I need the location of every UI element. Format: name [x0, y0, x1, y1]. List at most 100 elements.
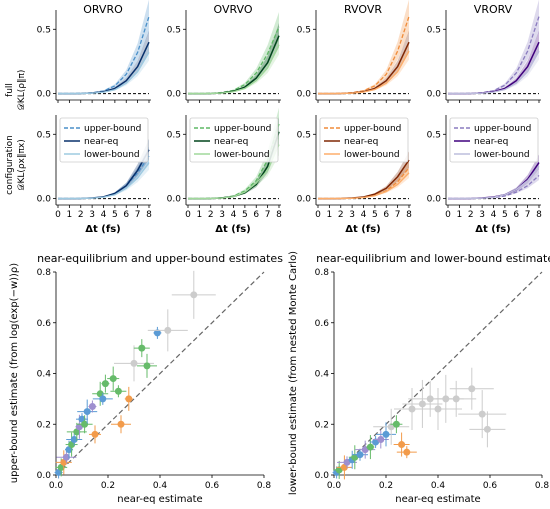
line-near-eq: [188, 35, 280, 95]
scatter-point: [361, 446, 369, 454]
x-tick-label: 4: [361, 210, 367, 220]
y-tick-label: 0.8: [37, 268, 52, 278]
line-lower-bound: [448, 166, 540, 200]
panel-rvovr-configuration: 0.0 0.5 0 1 2 3 4 5 6 7 8 upper-bound near-eq lower-b…: [297, 115, 412, 220]
scatter-point: [70, 435, 78, 443]
x-label-orvro: Δt (fs): [85, 224, 120, 235]
panel-rvovr-full: 0.0 0.5: [297, 0, 411, 103]
band-near-eq: [318, 151, 409, 199]
scatter-point: [398, 441, 406, 449]
y-tick-label: 0.2: [315, 420, 329, 430]
y-tick-label: 0.4: [37, 370, 52, 380]
scatter-panels: 0.00.00.20.20.40.40.60.60.80.80.00.00.20…: [37, 268, 550, 491]
x-label-rvovr: Δt (fs): [345, 224, 380, 235]
reference-line: [55, 271, 265, 476]
legend-label-upper-bound: upper-bound: [214, 124, 271, 134]
band-near-eq: [448, 154, 539, 199]
y-tick-label: 0.4: [315, 370, 330, 380]
x-tick-label: 7: [265, 210, 271, 220]
x-tick-label: 7: [135, 210, 141, 220]
x-tick-label: 2: [338, 210, 344, 220]
y-tick-label: 0.0: [297, 90, 312, 100]
scatter-point: [343, 458, 351, 466]
y-tick-label: 0.0: [427, 90, 442, 100]
panel-ovrvo-configuration: 0.0 0.5 0 1 2 3 4 5 6 7 8 upper-bound near-eq lower-b…: [167, 107, 282, 220]
scatter-xlabel-left: near-eq estimate: [117, 494, 202, 505]
x-tick-label: 1: [67, 210, 73, 220]
legend-label-upper-bound: upper-bound: [474, 124, 531, 134]
band-lower-bound: [448, 159, 539, 199]
scatter-point: [351, 453, 359, 461]
y-tick-label: 0.5: [37, 25, 51, 35]
x-tick-label: 0.2: [101, 481, 115, 491]
band-upper-bound: [188, 12, 279, 94]
x-tick-label: 3: [89, 210, 95, 220]
scatter-point: [81, 420, 89, 428]
x-tick-label: 6: [253, 210, 259, 220]
legend-label-lower-bound: lower-bound: [474, 150, 530, 160]
x-tick-label: 0.8: [257, 481, 272, 491]
scatter-upper-bound: 0.00.0 0.2 0.2 0.4 0.4 0.6 0.6 0.8 0.8: [37, 268, 272, 491]
legend-box: [319, 117, 409, 163]
legend-box: [59, 117, 149, 163]
y-tick-label: 0.5: [167, 25, 181, 35]
y-tick-label: 0.5: [167, 130, 181, 140]
y-tick-label: 0.6: [315, 319, 330, 329]
line-near-eq: [318, 159, 410, 200]
y-tick-label: 0.0: [315, 471, 330, 481]
x-tick-label: 0.0: [49, 481, 64, 491]
x-tick-label: 5: [502, 210, 508, 220]
x-tick-label: 8: [406, 210, 412, 220]
x-tick-label: 0.0: [327, 481, 342, 491]
x-tick-label: 6: [123, 210, 129, 220]
x-label-vrorv: Δt (fs): [475, 224, 510, 235]
scatter-point: [143, 362, 151, 370]
x-tick-label: 0: [445, 210, 451, 220]
scatter-xlabel-right: near-eq estimate: [395, 494, 480, 505]
band-upper-bound: [318, 160, 409, 199]
scatter-point: [91, 430, 99, 438]
x-tick-label: 2: [78, 210, 84, 220]
x-tick-label: 0.2: [379, 481, 393, 491]
row-label-full: full: [5, 83, 15, 97]
panel-orvro-full: 0.0 0.5: [37, 0, 151, 103]
scatter-point: [483, 425, 491, 433]
scatter-point: [190, 291, 198, 299]
scatter-point: [114, 387, 122, 395]
scatter-point: [335, 466, 343, 474]
scatter-point: [164, 326, 172, 334]
row-label-configuration-math: 𝒟KL(ρx‖πx): [17, 139, 27, 190]
line-lower-bound: [58, 52, 150, 95]
scatter-point: [452, 395, 460, 403]
x-tick-label: 0.8: [535, 481, 550, 491]
x-tick-label: 4: [231, 210, 237, 220]
x-tick-label: 5: [242, 210, 248, 220]
scatter-title-right: near-equilibrium and lower-bound estimat…: [316, 252, 550, 265]
band-lower-bound: [188, 132, 279, 199]
scatter-point: [468, 385, 476, 393]
scatter-point: [356, 451, 364, 459]
x-tick-label: 3: [219, 210, 225, 220]
scatter-point: [83, 408, 91, 416]
x-tick-label: 0.6: [205, 481, 220, 491]
x-tick-label: 6: [513, 210, 519, 220]
panel-vrorv-full: 0.0 0.5: [427, 0, 541, 103]
y-tick-label: 0.0: [297, 195, 312, 205]
line-lower-bound: [188, 144, 280, 200]
x-tick-label: 2: [468, 210, 474, 220]
scatter-point: [117, 420, 125, 428]
x-tick-label: 0: [315, 210, 321, 220]
scatter-point: [101, 380, 109, 388]
band-near-eq: [58, 30, 149, 94]
scatter-point: [138, 344, 146, 352]
scatter-point: [366, 443, 374, 451]
y-tick-label: 0.5: [427, 25, 441, 35]
scatter-point: [478, 410, 486, 418]
band-near-eq: [58, 138, 149, 199]
scatter-point: [153, 329, 161, 337]
panel-vrorv-configuration: 0.0 0.5 0 1 2 3 4 5 6 7 8 upper-bound near-eq lower-b…: [427, 115, 542, 220]
scatter-point: [372, 438, 380, 446]
x-tick-label: 7: [525, 210, 531, 220]
x-tick-label: 0: [55, 210, 61, 220]
band-upper-bound: [318, 0, 409, 94]
